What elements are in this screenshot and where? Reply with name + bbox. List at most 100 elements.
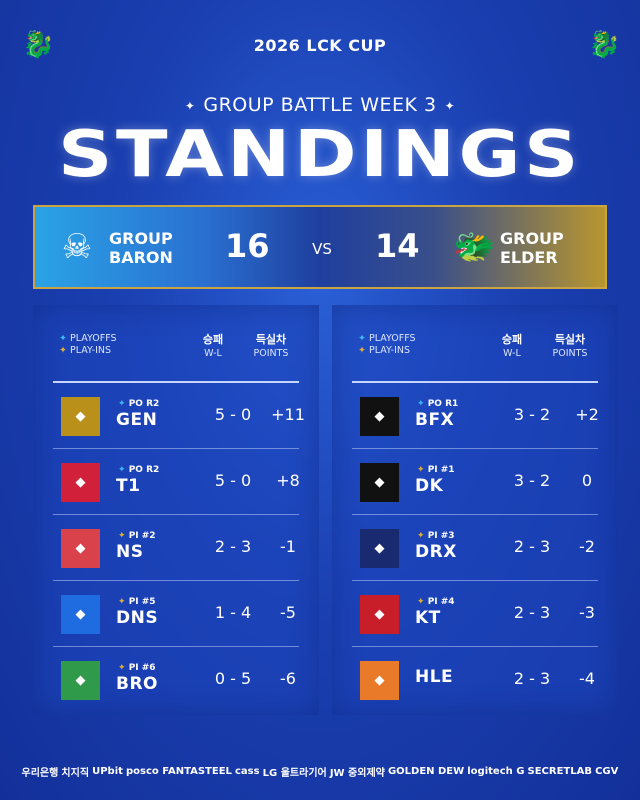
star-icon: ✦: [184, 98, 196, 113]
team-name: T1: [116, 476, 141, 496]
qualification-tag: ✦ PI #2: [118, 531, 156, 541]
row-divider: [352, 580, 598, 581]
qualification-tag: ✦ PI #6: [118, 663, 156, 673]
subtitle-text: GROUP BATTLE WEEK 3: [203, 94, 437, 116]
table-row: ◆ ✦ PO R2 T1 5 - 0 +8: [53, 449, 300, 515]
legend-playins: ✦ PLAY-INS: [59, 345, 112, 356]
team-name: KT: [415, 608, 441, 628]
row-divider: [352, 514, 598, 515]
diamond-icon: ✦: [118, 531, 129, 541]
qualification-text: PI #6: [128, 663, 156, 673]
legend: ✦ PLAYOFFS ✦ PLAY-INS: [358, 333, 416, 357]
qualification-text: PI #1: [427, 465, 455, 475]
team-logo: ◆: [61, 529, 100, 568]
kt-logo-icon: ◆: [374, 607, 385, 622]
table-row: ◆ ✦ PI #5 DNS 1 - 4 -5: [53, 581, 299, 647]
legend-playoffs-label: PLAYOFFS: [70, 333, 117, 344]
table-row: ◆ ✦ PO R1 BFX 3 - 2 +2: [352, 383, 599, 449]
qualification-text: PI #2: [128, 531, 156, 541]
win-loss: 5 - 0: [214, 405, 252, 424]
qualification-text: PO R2: [128, 465, 160, 475]
qualification-tag: ✦ PI #4: [417, 597, 455, 607]
group-baron-table: ✦ PLAYOFFS ✦ PLAY-INS 승패 W-L 득실차 POINTS ◆ ✦ PO …: [33, 305, 319, 715]
qualification-text: PO R1: [427, 399, 459, 409]
header-points-ko: 득실차: [255, 333, 287, 346]
points-diff: +2: [575, 405, 599, 424]
diamond-icon: ✦: [118, 663, 129, 673]
team-logo: ◆: [61, 595, 100, 634]
table-row: ◆ ✦ PI #6 BRO 0 - 5 -6: [53, 647, 299, 713]
qualification-text: PI #4: [427, 597, 455, 607]
table-row: ◆ ✦ PO R2 GEN 5 - 0 +11: [53, 383, 305, 449]
sponsor-logo: UPbit: [92, 766, 123, 777]
points-diff: +8: [276, 471, 300, 490]
diamond-icon: ✦: [118, 465, 129, 475]
team-logo: ◆: [360, 661, 399, 700]
table-row: ◆ ✦ PI #3 DRX 2 - 3 -2: [352, 515, 598, 581]
gen-logo-icon: ◆: [75, 409, 86, 424]
page-title: STANDINGS: [58, 118, 582, 192]
diamond-icon: ✦: [417, 465, 428, 475]
row-divider: [53, 448, 299, 449]
win-loss: 1 - 4: [214, 603, 252, 622]
diamond-icon: ✦: [118, 597, 129, 607]
sponsor-logo: cass: [235, 766, 260, 777]
qualification-tag: ✦ PI #1: [417, 465, 455, 475]
star-icon: ✦: [444, 98, 456, 113]
win-loss: 0 - 5: [214, 669, 252, 688]
row-divider: [352, 448, 598, 449]
points-diff: -3: [579, 603, 595, 622]
team-logo: ◆: [360, 529, 399, 568]
bfx-logo-icon: ◆: [374, 409, 385, 424]
sponsor-bar: 우리은행 치지직 UPbit posco FANTASTEEL cass LG 울트라기어…: [0, 764, 640, 779]
dns-logo-icon: ◆: [75, 607, 86, 622]
drx-logo-icon: ◆: [374, 541, 385, 556]
bro-logo-icon: ◆: [75, 673, 86, 688]
header-wl-en: W-L: [204, 348, 222, 359]
legend-playins-label: PLAY-INS: [369, 345, 411, 356]
row-divider: [53, 646, 299, 647]
diamond-icon: ✦: [417, 597, 428, 607]
legend-playoffs-label: PLAYOFFS: [369, 333, 416, 344]
sponsor-logo: LG 울트라기어: [262, 768, 327, 779]
header-divider: [53, 381, 299, 383]
points-diff: -4: [579, 669, 595, 688]
team-name: BFX: [415, 410, 455, 430]
group-elder-table: ✦ PLAYOFFS ✦ PLAY-INS 승패 W-L 득실차 POINTS ◆ ✦ PO …: [332, 305, 618, 715]
legend-playoffs: ✦ PLAYOFFS: [358, 333, 416, 344]
header-points: 득실차 POINTS: [241, 333, 301, 360]
left-group-name: GROUP BARON: [109, 229, 173, 267]
team-name: GEN: [116, 410, 158, 430]
team-logo: ◆: [61, 463, 100, 502]
sponsor-logo: GOLDEN DEW: [387, 766, 465, 777]
header-wl: 승패 W-L: [183, 333, 243, 360]
win-loss: 2 - 3: [513, 537, 551, 556]
points-diff: -6: [280, 669, 296, 688]
win-loss: 2 - 3: [513, 603, 551, 622]
row-divider: [53, 580, 299, 581]
dragon-emblem-icon: 🐉: [588, 30, 621, 60]
ns-logo-icon: ◆: [75, 541, 86, 556]
qualification-tag: ✦ PI #3: [417, 531, 455, 541]
table-row: ◆ ✦ PI #2 NS 2 - 3 -1: [53, 515, 299, 581]
points-diff: +11: [271, 405, 305, 424]
team-name: DNS: [116, 608, 159, 628]
qualification-tag: ✦ PO R2: [118, 465, 159, 475]
legend-playins-label: PLAY-INS: [70, 345, 112, 356]
win-loss: 2 - 3: [214, 537, 252, 556]
team-logo: ◆: [360, 463, 399, 502]
sponsor-logo: posco FANTASTEEL: [126, 766, 232, 777]
legend-playoffs: ✦ PLAYOFFS: [59, 333, 117, 344]
sponsor-logo: logitech G: [467, 766, 525, 777]
legend-playins: ✦ PLAY-INS: [358, 345, 411, 356]
row-divider: [53, 514, 299, 515]
sponsor-logo: 치지직: [61, 768, 90, 779]
row-divider: [352, 646, 598, 647]
win-loss: 3 - 2: [513, 405, 551, 424]
qualification-text: PI #5: [128, 597, 156, 607]
qualification-tag: ✦ PO R2: [118, 399, 159, 409]
hle-logo-icon: ◆: [374, 673, 385, 688]
team-name: BRO: [116, 674, 158, 694]
right-score: 14: [375, 227, 420, 265]
team-name: NS: [116, 542, 144, 562]
